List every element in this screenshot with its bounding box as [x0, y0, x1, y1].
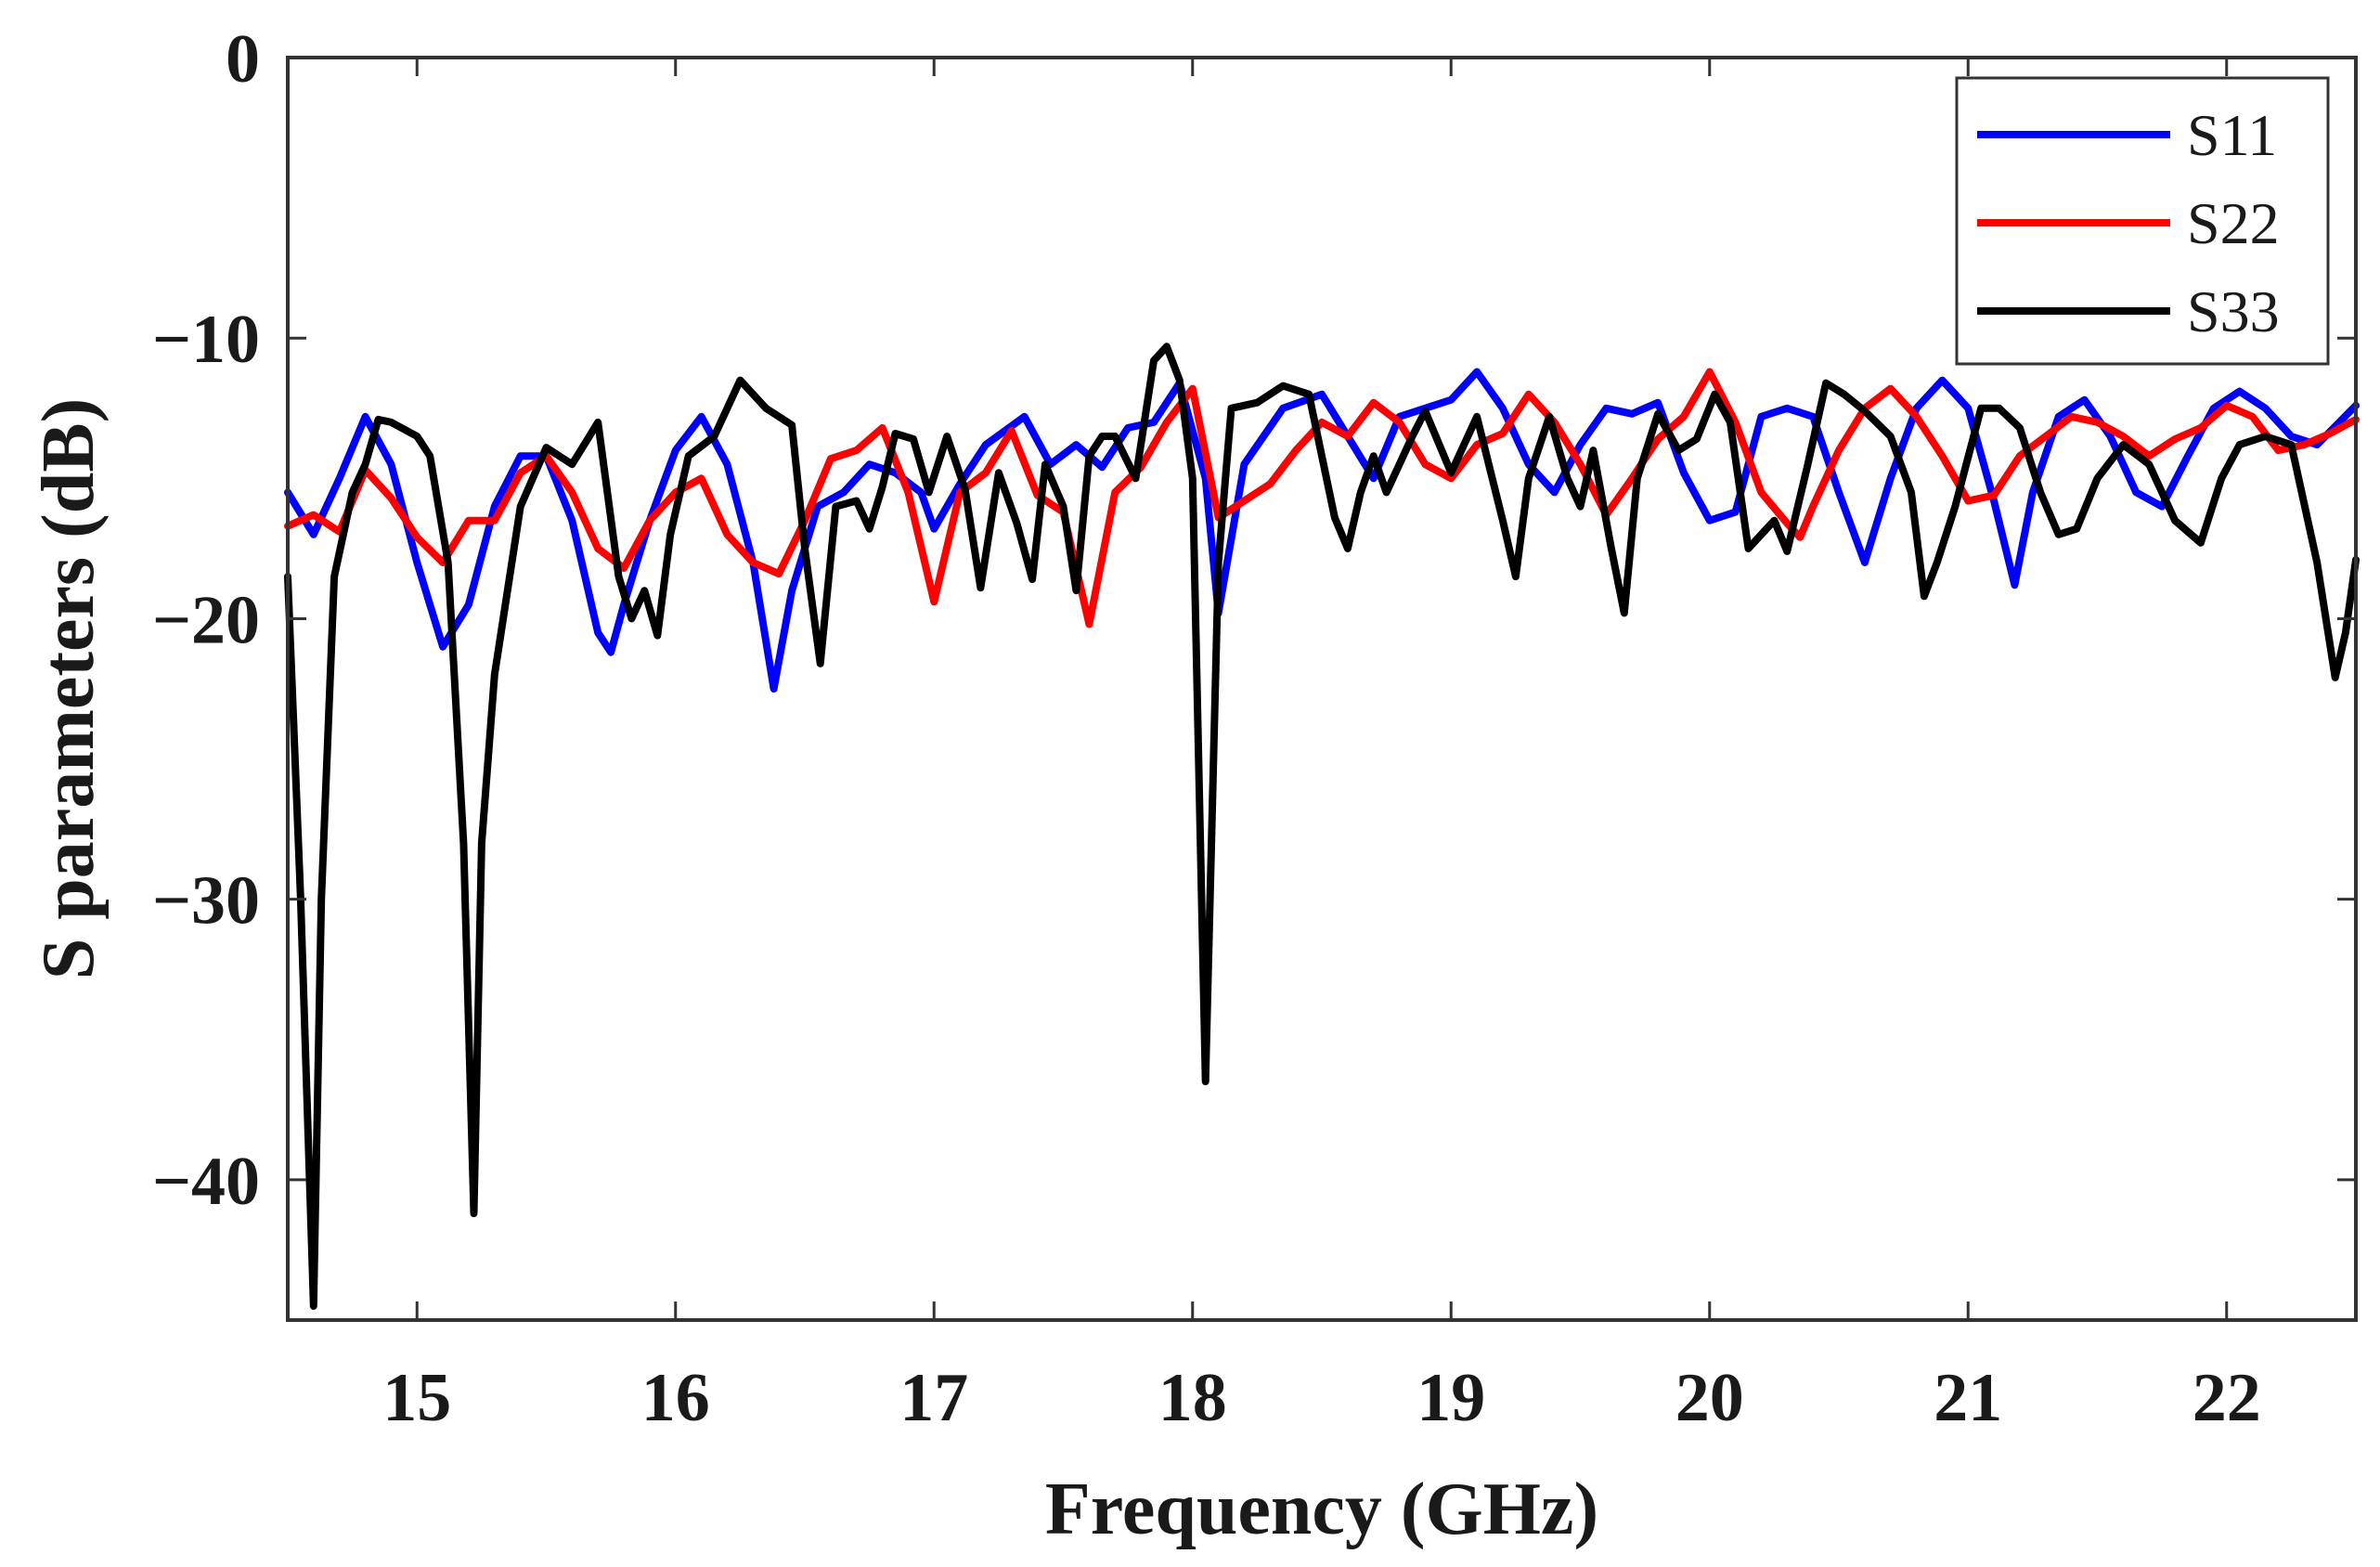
- x-tick-label: 22: [2192, 1360, 2261, 1436]
- x-tick-label: 20: [1675, 1360, 1744, 1436]
- x-tick-label: 15: [382, 1360, 451, 1436]
- legend-label-s33: S33: [2187, 278, 2280, 344]
- y-tick-label: −30: [152, 863, 260, 939]
- x-tick-label: 16: [641, 1360, 710, 1436]
- plot-frame: [286, 56, 2358, 1322]
- x-tick-label: 17: [899, 1360, 968, 1436]
- legend: S11 S22 S33: [1955, 76, 2330, 366]
- y-tick-label: −40: [152, 1144, 260, 1220]
- ticks-layer: 15 16 17 18 19 20 21 22 0 −10 −20 −30 −40: [152, 21, 2356, 1436]
- x-axis-title: Frequency (GHz): [1045, 1469, 1598, 1550]
- legend-label-s22: S22: [2187, 190, 2280, 256]
- x-tick-label: 21: [1934, 1360, 2002, 1436]
- x-tick-label: 19: [1416, 1360, 1485, 1436]
- x-tick-label: 18: [1158, 1360, 1227, 1436]
- series-line-s33: [284, 343, 2360, 1310]
- series-layer: [284, 343, 2360, 1310]
- legend-label-s11: S11: [2187, 102, 2277, 168]
- series-line-s22: [284, 368, 2360, 628]
- series-line-s11: [284, 368, 2360, 693]
- y-tick-label: 0: [226, 21, 260, 97]
- y-axis-title: S parameters (dB): [28, 398, 110, 980]
- y-tick-label: −10: [152, 302, 260, 378]
- y-tick-label: −20: [152, 582, 260, 658]
